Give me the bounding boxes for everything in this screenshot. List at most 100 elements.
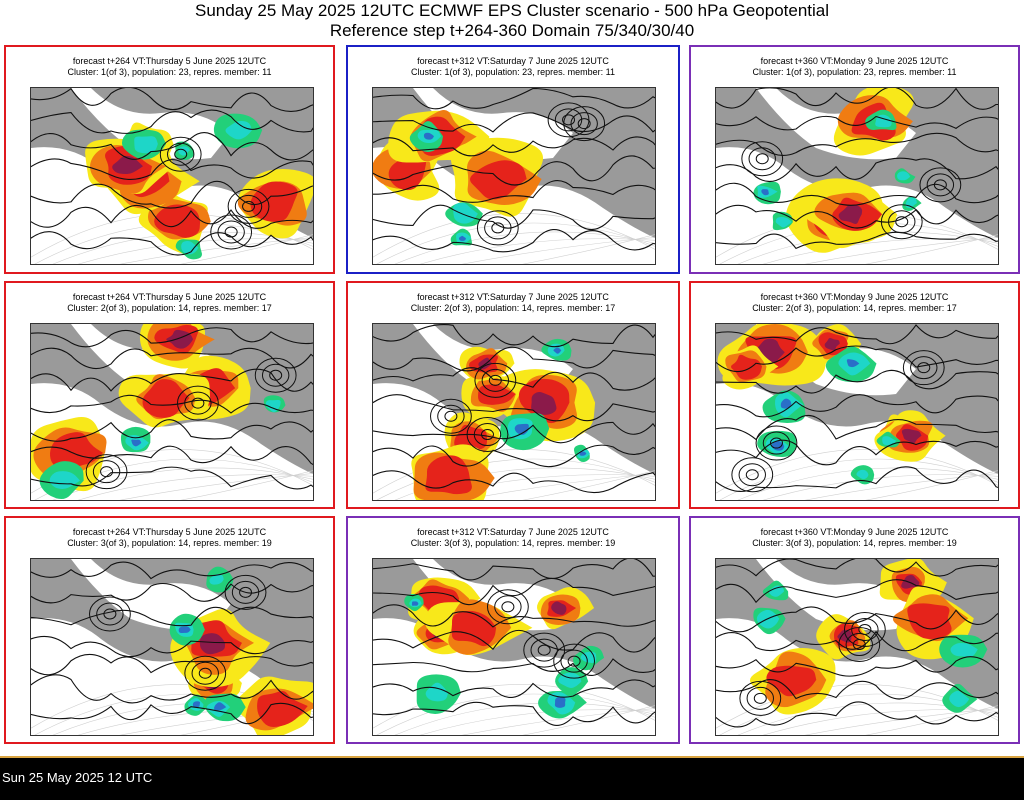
- graticule-line: [762, 709, 998, 735]
- cluster-label: Cluster: 1(of 3), population: 23, repres…: [752, 67, 957, 77]
- positive-anomaly-area: [388, 154, 426, 191]
- graticule-line: [461, 237, 655, 264]
- geopotential-contour: [716, 157, 998, 182]
- ocean-area: [31, 383, 313, 500]
- closed-low-contour: [738, 463, 766, 487]
- negative-anomaly-area: [411, 601, 419, 606]
- closed-low-contour: [103, 608, 117, 620]
- closed-low-contour: [910, 356, 938, 380]
- graticule-line: [522, 234, 655, 264]
- negative-anomaly-area: [775, 217, 792, 228]
- geopotential-contour: [716, 656, 998, 677]
- closed-low-contour: [231, 580, 260, 604]
- closed-low-contour: [176, 385, 219, 421]
- anomaly-map: [372, 87, 656, 265]
- closed-low-contour: [530, 638, 558, 662]
- closed-low-contour: [487, 589, 529, 625]
- geopotential-contour: [373, 180, 655, 203]
- anomaly-map: [30, 87, 314, 265]
- cluster-panel[interactable]: forecast t+264 VT:Thursday 5 June 2025 1…: [4, 516, 335, 744]
- map-canvas: [716, 88, 998, 264]
- run-timestamp: Sun 25 May 2025 12 UTC: [2, 770, 153, 785]
- negative-anomaly-area: [882, 436, 897, 446]
- forecast-label: forecast t+360 VT:Monday 9 June 2025 12U…: [760, 56, 949, 66]
- graticule-line: [373, 684, 655, 729]
- geopotential-contour: [716, 630, 998, 652]
- geopotential-contour: [31, 158, 313, 180]
- closed-low-contour: [755, 153, 769, 165]
- closed-low-contour: [739, 680, 782, 716]
- geopotential-contour: [31, 368, 313, 392]
- geopotential-contour: [716, 369, 998, 394]
- geopotential-contour: [31, 674, 313, 704]
- graticule-line: [376, 222, 655, 264]
- geopotential-contour: [31, 88, 313, 113]
- closed-low-contour: [159, 136, 202, 172]
- closed-low-contour: [473, 423, 502, 447]
- negative-anomaly-area: [856, 469, 869, 480]
- geopotential-contour: [716, 559, 998, 577]
- geopotential-contour: [716, 415, 998, 441]
- cluster-panel[interactable]: forecast t+312 VT:Saturday 7 June 2025 1…: [346, 281, 680, 509]
- geopotential-contour: [31, 109, 313, 134]
- graticule-line: [373, 449, 655, 494]
- geopotential-contour: [716, 132, 998, 156]
- graticule-line: [762, 238, 998, 264]
- anomaly-map: [715, 87, 999, 265]
- closed-low-contour: [494, 595, 522, 619]
- geopotential-contour: [373, 367, 655, 391]
- closed-low-contour: [474, 362, 517, 398]
- cluster-panel[interactable]: forecast t+360 VT:Monday 9 June 2025 12U…: [689, 281, 1020, 509]
- closed-low-contour: [480, 429, 494, 441]
- positive-anomaly-area: [838, 204, 863, 225]
- anomaly-map: [30, 558, 314, 736]
- geopotential-contour: [716, 204, 998, 229]
- map-canvas: [373, 88, 655, 264]
- graticule-line: [522, 470, 655, 500]
- closed-low-contour: [234, 194, 263, 218]
- cluster-panel[interactable]: forecast t+312 VT:Saturday 7 June 2025 1…: [346, 45, 680, 274]
- geopotential-contour: [716, 579, 998, 604]
- geopotential-contour: [716, 182, 998, 206]
- geopotential-contour: [373, 559, 655, 581]
- closed-low-contour: [269, 369, 283, 381]
- geopotential-contour: [31, 419, 313, 442]
- graticule-line: [522, 705, 655, 735]
- closed-low-contour: [567, 655, 581, 667]
- closed-low-contour: [562, 114, 576, 126]
- forecast-label: forecast t+264 VT:Thursday 5 June 2025 1…: [72, 292, 267, 302]
- cluster-label: Cluster: 2(of 3), population: 14, repres…: [752, 303, 957, 313]
- geopotential-contour: [31, 347, 313, 370]
- positive-anomaly-area: [766, 665, 817, 697]
- closed-low-contour: [755, 425, 798, 461]
- closed-low-contour: [769, 437, 783, 449]
- geopotential-contour: [31, 132, 313, 161]
- cluster-panel[interactable]: forecast t+264 VT:Thursday 5 June 2025 1…: [4, 45, 335, 274]
- positive-anomaly-area: [112, 155, 143, 175]
- negative-anomaly-area: [554, 696, 566, 708]
- closed-low-contour: [537, 644, 551, 656]
- closed-low-contour: [523, 632, 566, 668]
- positive-anomaly-area: [257, 691, 308, 728]
- anomaly-map: [372, 558, 656, 736]
- cluster-panel[interactable]: forecast t+360 VT:Monday 9 June 2025 12U…: [689, 45, 1020, 274]
- geopotential-contour: [373, 394, 655, 422]
- cluster-panel[interactable]: forecast t+360 VT:Monday 9 June 2025 12U…: [689, 516, 1020, 744]
- graticule-line: [737, 702, 998, 735]
- geopotential-contour: [373, 112, 655, 133]
- closed-low-contour: [174, 148, 188, 160]
- negative-anomaly-area: [553, 347, 562, 354]
- graticule-line: [394, 702, 655, 735]
- cluster-panel[interactable]: forecast t+264 VT:Thursday 5 June 2025 1…: [4, 281, 335, 509]
- closed-low-contour: [491, 222, 505, 234]
- geopotential-contour: [716, 394, 998, 418]
- negative-anomaly-area: [458, 235, 466, 241]
- graticule-line: [865, 705, 998, 735]
- positive-anomaly-area: [199, 633, 225, 655]
- cluster-panel[interactable]: forecast t+312 VT:Saturday 7 June 2025 1…: [346, 516, 680, 744]
- geopotential-contour: [373, 324, 655, 348]
- closed-low-contour: [224, 574, 267, 610]
- closed-low-contour: [437, 404, 465, 428]
- geopotential-contour: [31, 583, 313, 604]
- geopotential-contour: [373, 155, 655, 186]
